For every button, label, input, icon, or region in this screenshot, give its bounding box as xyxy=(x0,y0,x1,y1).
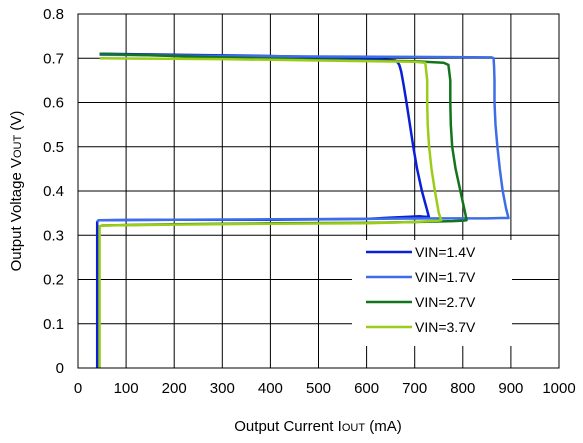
x-axis-label: Output Current IOUT (mA) xyxy=(234,418,401,435)
x-tick-label: 200 xyxy=(162,380,187,397)
legend: VIN=1.4V VIN=1.7V VIN=2.7V VIN=3.7V xyxy=(352,240,512,346)
y-tick-label: 0.6 xyxy=(43,95,64,112)
legend-label-4: VIN=3.7V xyxy=(415,319,476,335)
x-tick-label: 0 xyxy=(74,380,82,397)
series-line-2 xyxy=(96,53,510,223)
legend-label-1: VIN=1.4V xyxy=(415,244,476,260)
y-axis-label: Output Voltage VOUT (V) xyxy=(8,111,25,272)
legend-label-3: VIN=2.7V xyxy=(415,294,476,310)
x-tick-label: 600 xyxy=(354,380,379,397)
y-tick-label: 0.5 xyxy=(43,139,64,156)
x-tick-label: 900 xyxy=(498,380,523,397)
x-tick-label: 100 xyxy=(114,380,139,397)
y-tick-label: 0.8 xyxy=(43,6,64,23)
y-tick-label: 0 xyxy=(56,360,64,377)
plot-frame xyxy=(77,13,560,369)
x-tick-label: 500 xyxy=(306,380,331,397)
x-tick-label: 1000 xyxy=(542,380,575,397)
y-tick-label: 0.2 xyxy=(43,272,64,289)
legend-box xyxy=(352,240,512,346)
y-tick-labels: 0 0.1 0.2 0.3 0.4 0.5 0.6 0.7 0.8 xyxy=(43,6,64,377)
series-line-4 xyxy=(98,57,443,368)
x-tick-labels: 0 100 200 300 400 500 600 700 800 900 1000 xyxy=(74,380,576,397)
y-tick-label: 0.3 xyxy=(43,227,64,244)
x-tick-label: 400 xyxy=(258,380,283,397)
series-layer xyxy=(95,52,510,368)
x-tick-label: 700 xyxy=(402,380,427,397)
y-tick-label: 0.1 xyxy=(43,316,64,333)
y-tick-label: 0.7 xyxy=(43,50,64,67)
x-tick-label: 800 xyxy=(450,380,475,397)
y-tick-label: 0.4 xyxy=(43,183,64,200)
x-tick-label: 300 xyxy=(210,380,235,397)
legend-label-2: VIN=1.7V xyxy=(415,269,476,285)
